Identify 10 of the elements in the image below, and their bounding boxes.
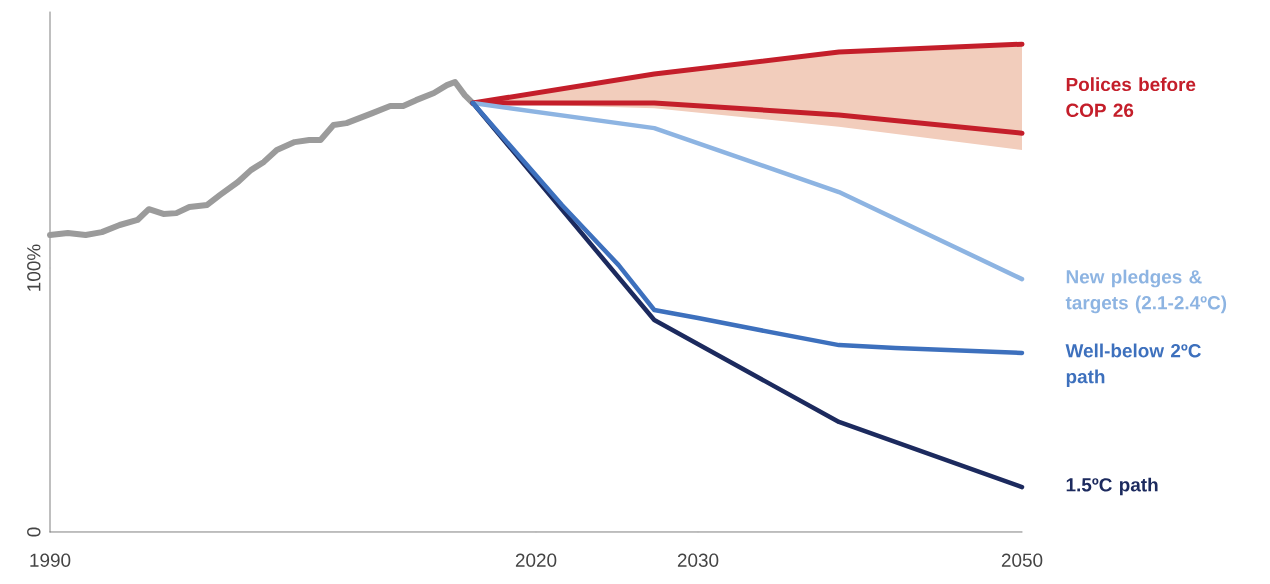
text: Well-below 2ºC path xyxy=(1065,343,1201,388)
y-tick-label: 0 xyxy=(27,527,41,537)
x-tick-label: 1990 xyxy=(30,553,71,567)
text: 1.5ºC path xyxy=(1066,477,1158,496)
x-tick-label: 2030 xyxy=(677,553,719,567)
text: Polices before COP 26 xyxy=(1066,77,1196,118)
y-tick-label: 100% xyxy=(27,244,41,291)
x-tick-label: 2020 xyxy=(515,553,557,567)
text: New pledges & targets (2.1-2.4ºC) xyxy=(1065,269,1227,314)
x-tick-label: 2050 xyxy=(1001,553,1043,567)
